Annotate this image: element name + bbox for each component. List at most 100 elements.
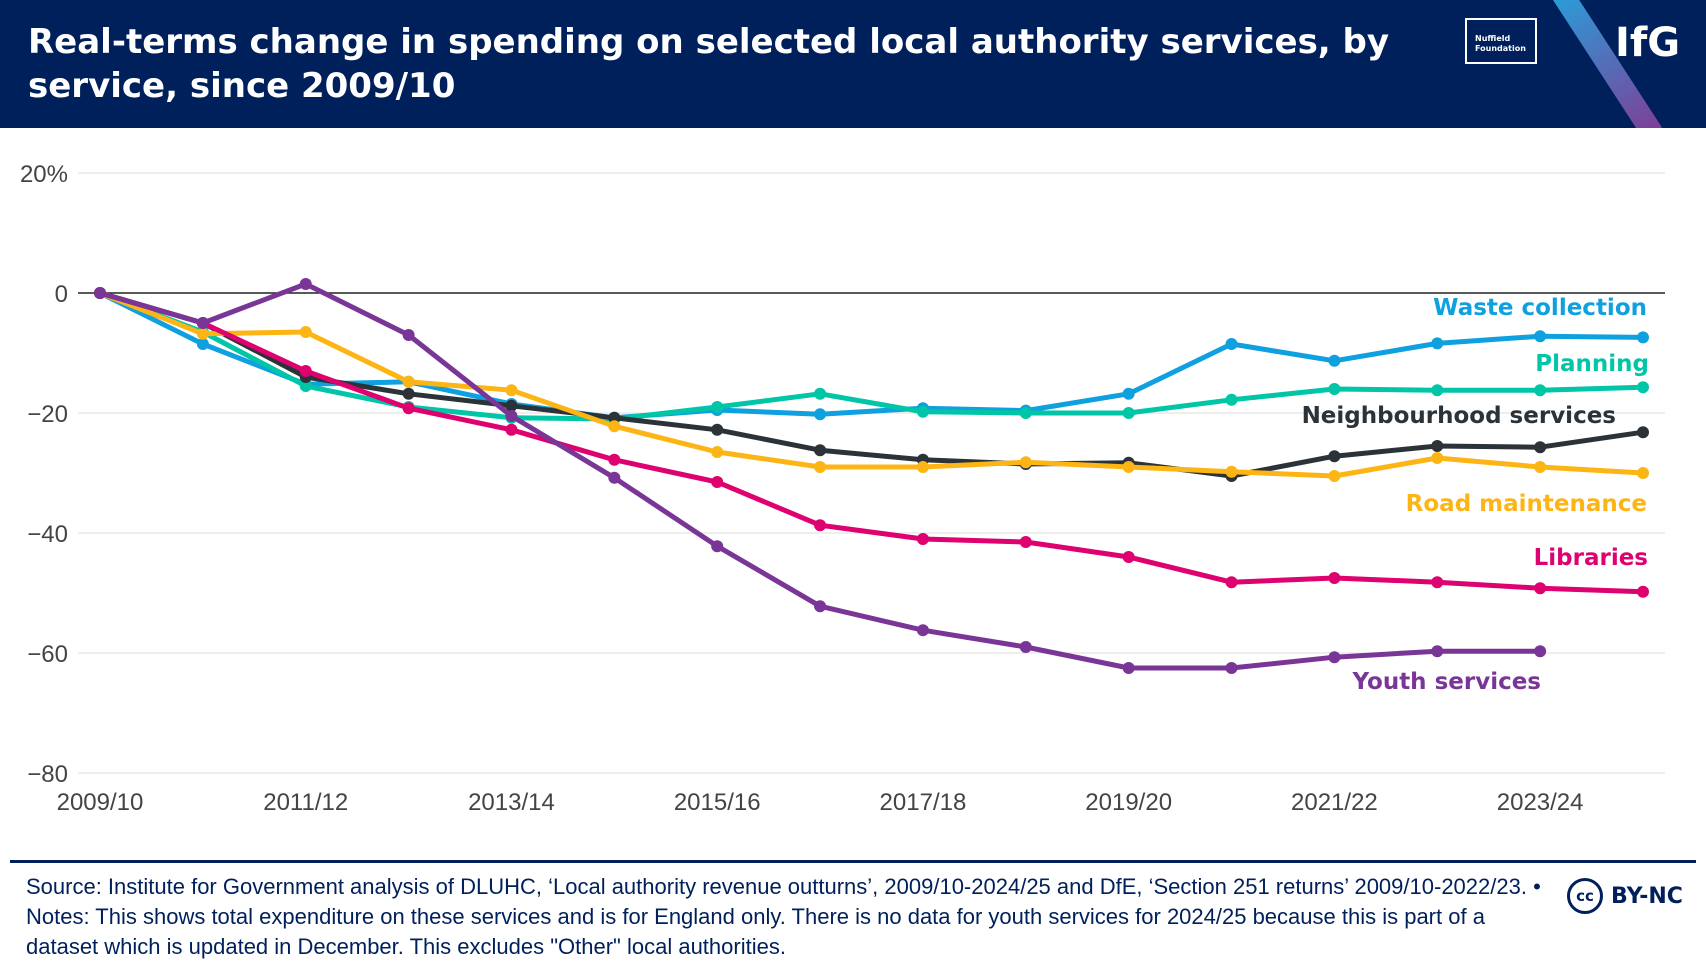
road-maintenance-point bbox=[1019, 456, 1032, 469]
youth-services-label: Youth services bbox=[1351, 669, 1541, 695]
libraries-point bbox=[1637, 585, 1649, 598]
planning-point bbox=[1637, 381, 1649, 394]
y-tick-label: 20% bbox=[20, 161, 68, 188]
youth-services-point bbox=[1534, 645, 1547, 658]
planning-point bbox=[711, 401, 724, 413]
libraries-point bbox=[1225, 576, 1238, 589]
y-tick-label: −60 bbox=[27, 641, 68, 668]
libraries-line bbox=[97, 290, 1646, 595]
libraries-point bbox=[1019, 536, 1032, 548]
y-tick-label: −40 bbox=[27, 521, 68, 548]
road-maintenance-point bbox=[814, 461, 827, 473]
road-maintenance-point bbox=[711, 446, 724, 458]
waste-collection-line bbox=[97, 290, 1646, 421]
waste-collection-label: Waste collection bbox=[1433, 295, 1647, 321]
neighbourhood-services-point bbox=[402, 387, 415, 400]
youth-services-point bbox=[1328, 651, 1341, 664]
nuffield-logo-text: Nuffield Foundation bbox=[1475, 34, 1526, 53]
neighbourhood-services-point bbox=[1534, 441, 1547, 454]
youth-services-point bbox=[1225, 662, 1238, 674]
youth-services-point bbox=[299, 278, 312, 290]
road-maintenance-line bbox=[97, 290, 1646, 479]
neighbourhood-services-point bbox=[814, 444, 827, 457]
youth-services-point bbox=[402, 329, 415, 341]
road-maintenance-label: Road maintenance bbox=[1406, 491, 1647, 517]
libraries-point bbox=[711, 476, 724, 488]
road-maintenance-point bbox=[1122, 461, 1135, 473]
road-maintenance-point bbox=[1534, 461, 1547, 473]
libraries-point bbox=[1534, 582, 1547, 595]
y-tick-label: −80 bbox=[27, 761, 68, 788]
libraries-point bbox=[1122, 551, 1135, 563]
planning-label: Planning bbox=[1535, 351, 1649, 377]
planning-point bbox=[1534, 384, 1547, 397]
planning-line bbox=[97, 290, 1646, 422]
x-tick-label: 2023/24 bbox=[1497, 789, 1584, 816]
waste-collection-point bbox=[1431, 337, 1444, 350]
libraries-point bbox=[402, 402, 415, 415]
chart-header: Real-terms change in spending on selecte… bbox=[0, 0, 1706, 128]
libraries-point bbox=[299, 365, 312, 377]
neighbourhood-services-point bbox=[711, 423, 724, 436]
creative-commons-icon: cc bbox=[1567, 878, 1603, 914]
libraries-point bbox=[1328, 572, 1341, 584]
series-lines bbox=[94, 278, 1649, 674]
neighbourhood-services-point bbox=[505, 399, 518, 412]
planning-point bbox=[1225, 393, 1238, 406]
road-maintenance-point bbox=[299, 326, 312, 338]
footer-divider bbox=[10, 860, 1696, 863]
neighbourhood-services-point bbox=[1431, 440, 1444, 452]
libraries-point bbox=[814, 519, 827, 532]
youth-services-point bbox=[196, 317, 209, 329]
x-tick-label: 2015/16 bbox=[674, 789, 761, 816]
waste-collection-point bbox=[1225, 338, 1238, 350]
road-maintenance-point bbox=[1225, 465, 1238, 478]
waste-collection-point bbox=[814, 408, 827, 421]
road-maintenance-point bbox=[1431, 452, 1444, 464]
series-labels: Waste collection Planning Neighbourhood se… bbox=[1302, 295, 1649, 695]
x-tick-label: 2011/12 bbox=[263, 789, 348, 816]
neighbourhood-services-point bbox=[1328, 450, 1341, 463]
license-text: BY-NC bbox=[1611, 883, 1683, 909]
youth-services-point bbox=[505, 410, 518, 422]
road-maintenance-point bbox=[402, 375, 415, 388]
youth-services-point bbox=[711, 540, 724, 553]
road-maintenance-point bbox=[1637, 467, 1649, 479]
road-maintenance-point bbox=[1328, 470, 1341, 482]
x-tick-label: 2019/20 bbox=[1085, 789, 1172, 816]
planning-point bbox=[1431, 384, 1444, 397]
x-tick-label: 2021/22 bbox=[1291, 789, 1378, 816]
waste-collection-point bbox=[1637, 331, 1649, 344]
x-tick-label: 2017/18 bbox=[880, 789, 967, 816]
waste-collection-point bbox=[1534, 330, 1547, 343]
road-maintenance-point bbox=[505, 384, 518, 397]
waste-collection-point bbox=[1328, 354, 1341, 367]
x-tick-label: 2009/10 bbox=[57, 789, 144, 816]
neighbourhood-services-point bbox=[608, 411, 621, 424]
youth-services-point bbox=[1019, 641, 1032, 653]
libraries-point bbox=[608, 453, 621, 466]
waste-collection-point bbox=[196, 338, 209, 350]
chart-title: Real-terms change in spending on selecte… bbox=[28, 22, 1390, 106]
youth-services-point bbox=[608, 471, 621, 484]
y-tick-label: 0 bbox=[55, 281, 68, 308]
youth-services-point bbox=[1122, 662, 1135, 674]
youth-services-point bbox=[916, 624, 929, 637]
libraries-label: Libraries bbox=[1534, 545, 1648, 571]
youth-services-point bbox=[94, 287, 106, 299]
neighbourhood-services-point bbox=[1637, 426, 1649, 439]
road-maintenance-point bbox=[916, 461, 929, 473]
planning-point bbox=[1328, 383, 1341, 395]
planning-point bbox=[814, 387, 827, 400]
license-badge: cc BY-NC bbox=[1567, 875, 1683, 917]
libraries-point bbox=[916, 533, 929, 545]
youth-services-point bbox=[1431, 645, 1444, 658]
x-tick-label: 2013/14 bbox=[468, 789, 555, 816]
libraries-point bbox=[505, 423, 518, 436]
waste-collection-point bbox=[1122, 387, 1135, 400]
y-tick-label: −20 bbox=[27, 401, 68, 428]
source-note: Source: Institute for Government analysi… bbox=[26, 874, 1541, 959]
planning-point bbox=[1019, 407, 1032, 419]
